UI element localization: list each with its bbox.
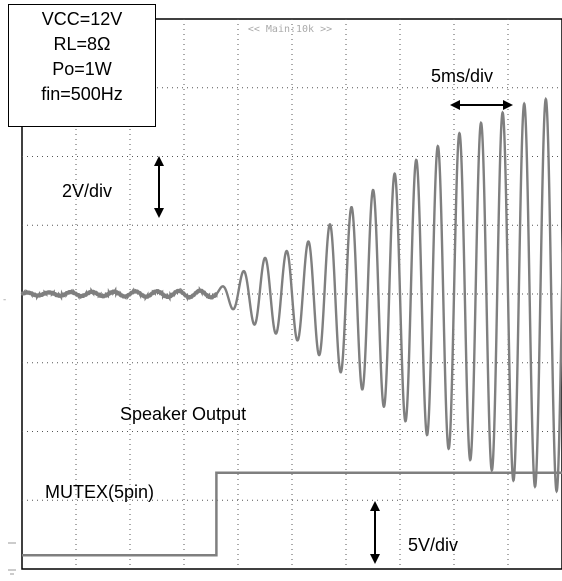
scale-arrows: [154, 100, 513, 564]
ground-markers: -: [3, 295, 16, 575]
condition-vcc: VCC=12V: [41, 9, 123, 29]
speaker-volt-div-label: 2V/div: [62, 181, 113, 201]
condition-po: Po=1W: [52, 59, 112, 79]
time-div-label: 5ms/div: [431, 66, 494, 86]
mutex-label: MUTEX(5pin): [45, 482, 155, 502]
test-conditions-box: VCC=12V RL=8Ω Po=1W fin=500Hz: [8, 4, 156, 127]
condition-rl: RL=8Ω: [53, 34, 111, 54]
mutex-volt-div-label: 5V/div: [408, 535, 459, 555]
condition-fin: fin=500Hz: [41, 84, 123, 104]
speaker-ground-marker: -: [3, 295, 6, 305]
scope-header: << Main:10k >>: [248, 24, 332, 35]
mutex-trace: [22, 471, 562, 557]
speaker-output-label: Speaker Output: [120, 404, 247, 424]
